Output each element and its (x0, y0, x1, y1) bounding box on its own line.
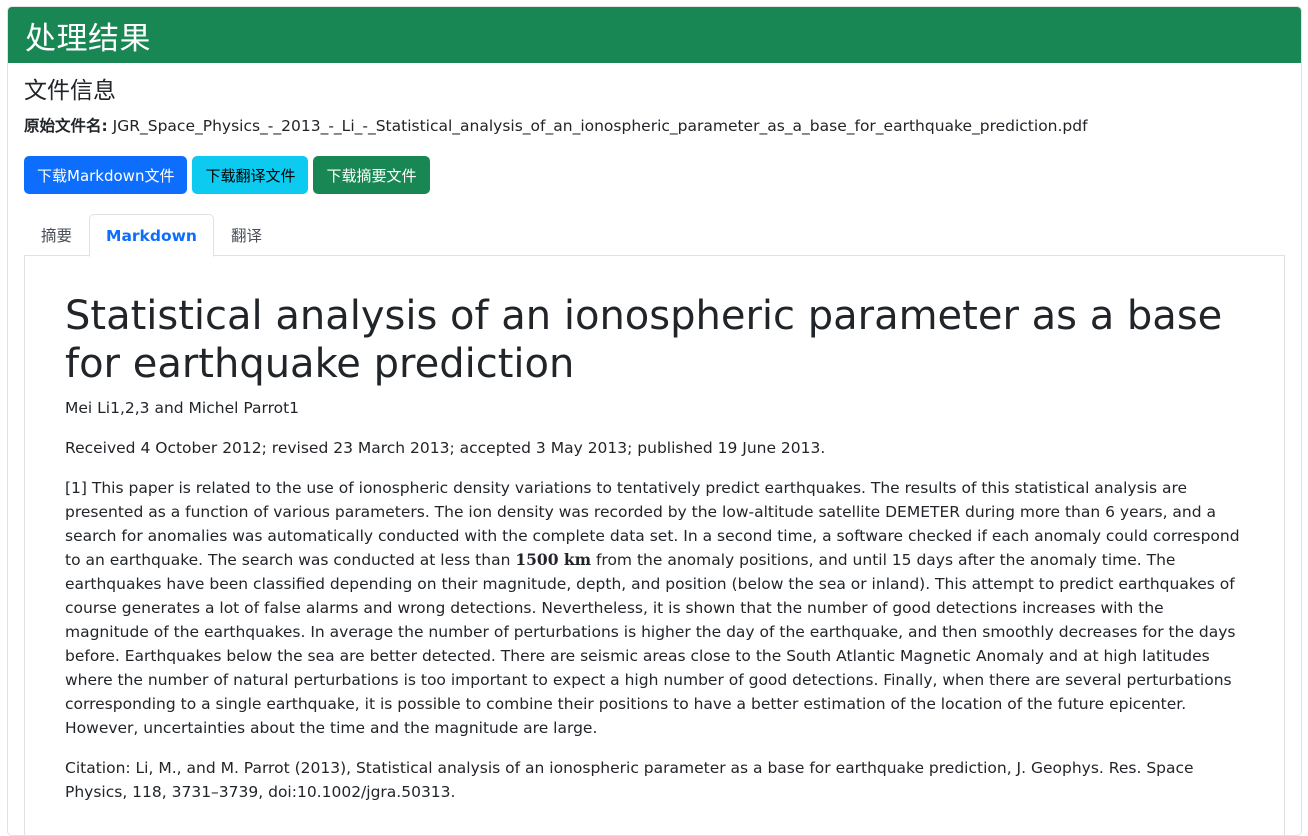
download-button-row: 下载Markdown文件 下载翻译文件 下载摘要文件 (24, 156, 1285, 195)
card-body: 文件信息 原始文件名: JGR_Space_Physics_-_2013_-_L… (8, 63, 1301, 835)
document-authors: Mei Li1,2,3 and Michel Parrot1 (65, 399, 300, 418)
abstract-text-part1: [1] This paper is related to the use of … (65, 479, 1240, 570)
tab-summary[interactable]: 摘要 (41, 227, 73, 246)
abstract-text-part2: from the anomaly positions, and until 15… (65, 551, 1236, 738)
document-citation: Citation: Li, M., and M. Parrot (2013), … (65, 759, 1194, 802)
tab-bar: 摘要 Markdown 翻译 (24, 214, 1285, 258)
download-markdown-button[interactable]: 下载Markdown文件 (24, 156, 188, 195)
card-header: 处理结果 (8, 7, 1301, 63)
download-summary-button[interactable]: 下载摘要文件 (313, 156, 430, 195)
document-abstract: [1] This paper is related to the use of … (65, 476, 1244, 740)
download-translation-button[interactable]: 下载翻译文件 (192, 156, 309, 195)
original-filename-line: 原始文件名: JGR_Space_Physics_-_2013_-_Li_-_S… (24, 116, 1285, 136)
tab-markdown[interactable]: Markdown (89, 214, 214, 258)
result-card: 处理结果 文件信息 原始文件名: JGR_Space_Physics_-_201… (7, 6, 1302, 836)
original-filename-value: JGR_Space_Physics_-_2013_-_Li_-_Statisti… (112, 116, 1088, 135)
document-received-dates: Received 4 October 2012; revised 23 Marc… (65, 439, 826, 458)
file-info-title: 文件信息 (24, 78, 116, 104)
tab-translation[interactable]: 翻译 (230, 227, 262, 246)
original-filename-label: 原始文件名: (24, 116, 108, 135)
markdown-panel: Statistical analysis of an ionospheric p… (24, 256, 1285, 835)
document-title: Statistical analysis of an ionospheric p… (65, 293, 1223, 388)
page-title: 处理结果 (25, 20, 151, 57)
abstract-math-distance: 1500 km (515, 550, 592, 570)
